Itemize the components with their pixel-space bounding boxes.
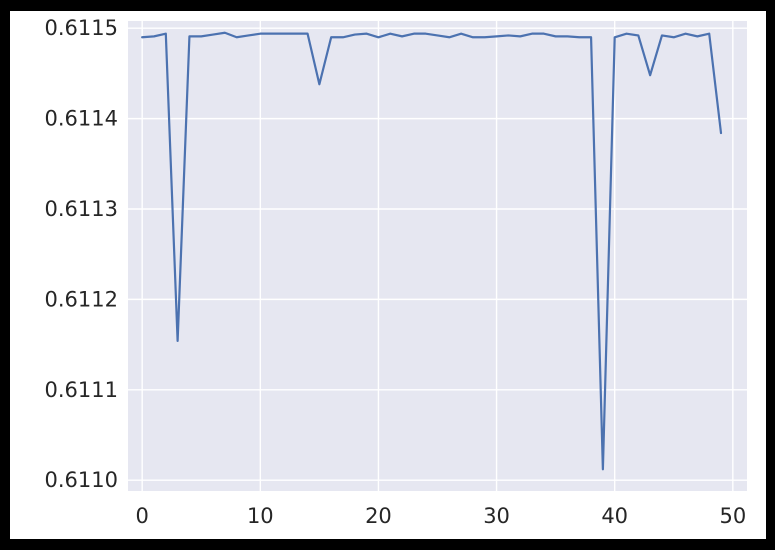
series-line xyxy=(141,31,723,471)
x-axis-ticks: 0 10 20 30 40 50 xyxy=(135,504,746,528)
y-tick-label: 0.6111 xyxy=(45,378,118,402)
x-tick-label: 0 xyxy=(135,504,148,528)
x-tick-label: 30 xyxy=(483,504,510,528)
x-tick-label: 10 xyxy=(247,504,274,528)
chart-figure: 0 10 20 30 40 50 0.6110 0.6111 0.6112 0.6113 0.61… xyxy=(10,11,766,539)
y-axis-ticks: 0.6110 0.6111 0.6112 0.6113 0.6114 0.6115 xyxy=(45,16,118,492)
y-tick-label: 0.6115 xyxy=(45,16,118,40)
x-tick-label: 50 xyxy=(719,504,746,528)
x-tick-label: 20 xyxy=(365,504,392,528)
y-tick-label: 0.6113 xyxy=(45,197,118,221)
x-tick-label: 40 xyxy=(601,504,628,528)
plot-area xyxy=(128,21,747,491)
line-chart: 0 10 20 30 40 50 0.61100.61110.61120.61130.61… xyxy=(45,16,747,528)
y-tick-label: 0.6110 xyxy=(45,468,118,492)
y-tick-label: 0.6114 xyxy=(45,107,118,131)
gridlines xyxy=(128,21,747,491)
y-tick-label: 0.6112 xyxy=(45,287,118,311)
